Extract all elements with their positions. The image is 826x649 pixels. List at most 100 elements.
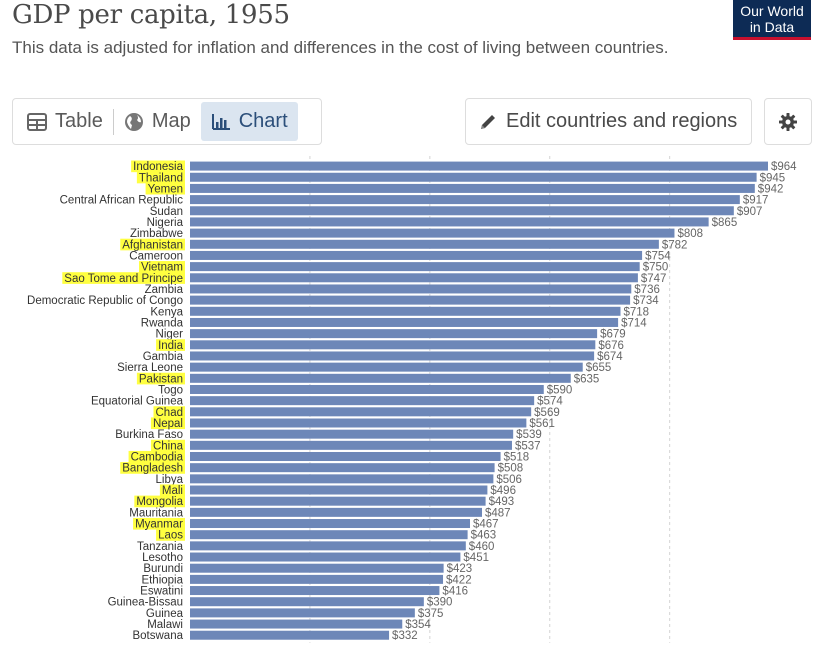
bar[interactable] (190, 206, 734, 216)
category-label: Laos (158, 530, 183, 542)
tab-chart[interactable]: Chart (200, 102, 298, 141)
value-label: $539 (516, 429, 542, 441)
value-label: $865 (712, 217, 738, 229)
bar[interactable] (190, 396, 535, 406)
owid-logo[interactable]: Our World in Data (733, 0, 811, 40)
bar[interactable] (190, 351, 595, 361)
category-label: Central African Republic (60, 195, 184, 207)
value-label: $506 (496, 474, 522, 486)
value-label: $537 (515, 440, 541, 452)
value-label: $574 (537, 396, 563, 408)
value-label: $714 (621, 317, 647, 329)
value-label: $463 (471, 530, 497, 542)
bar[interactable] (190, 407, 532, 417)
bar[interactable] (190, 574, 444, 584)
bar[interactable] (190, 474, 494, 484)
category-label: India (158, 340, 184, 352)
highlight-mark (120, 238, 185, 251)
tab-table-label: Table (55, 110, 103, 132)
category-label: Niger (156, 329, 184, 341)
bar[interactable] (190, 608, 415, 618)
bar[interactable] (190, 306, 621, 316)
bar[interactable] (190, 228, 675, 238)
tab-map-label: Map (151, 110, 191, 132)
bar[interactable] (190, 195, 740, 205)
bar[interactable] (190, 463, 495, 473)
value-label: $917 (743, 195, 769, 207)
bar[interactable] (190, 552, 461, 562)
category-label: Sao Tome and Principe (64, 273, 183, 285)
value-label: $676 (598, 340, 624, 352)
bar[interactable] (190, 630, 390, 640)
bar[interactable] (190, 563, 444, 573)
value-label: $679 (600, 329, 626, 341)
bar[interactable] (190, 440, 512, 450)
category-label: Mongolia (136, 496, 183, 508)
bar[interactable] (190, 329, 598, 339)
value-label: $655 (586, 362, 612, 374)
category-label: Nepal (153, 418, 183, 430)
category-label: Thailand (139, 172, 183, 184)
category-label: Myanmar (135, 519, 183, 531)
bar[interactable] (190, 418, 527, 428)
globe-icon (124, 112, 143, 131)
bar[interactable] (190, 373, 571, 383)
value-label: $945 (760, 172, 786, 184)
tab-divider (112, 108, 114, 135)
bar[interactable] (190, 496, 486, 506)
bar[interactable] (190, 284, 632, 294)
bar[interactable] (190, 541, 466, 551)
highlight-mark (120, 462, 185, 474)
bar[interactable] (190, 217, 709, 227)
bar[interactable] (190, 239, 659, 249)
category-label: Zimbabwe (130, 228, 183, 240)
value-label: $808 (677, 228, 703, 240)
tab-map[interactable]: Map (114, 102, 201, 141)
category-label: Kenya (150, 306, 183, 318)
bar[interactable] (190, 250, 643, 260)
value-label: $460 (469, 541, 495, 553)
bar[interactable] (190, 161, 768, 171)
settings-button[interactable] (764, 98, 812, 145)
bar[interactable] (190, 295, 631, 305)
bar-chart-icon (211, 113, 230, 130)
highlight-mark (156, 339, 185, 351)
highlight-mark (131, 160, 185, 173)
category-label: Cameroon (129, 250, 183, 262)
bar[interactable] (190, 586, 440, 596)
bar[interactable] (190, 340, 596, 350)
bar[interactable] (190, 530, 468, 540)
bar[interactable] (190, 485, 488, 495)
value-label: $674 (597, 351, 623, 363)
bar[interactable] (190, 362, 583, 372)
view-tabs: Table Map Chart (12, 98, 322, 145)
bar[interactable] (190, 597, 424, 607)
tab-table[interactable]: Table (17, 102, 113, 141)
bar[interactable] (190, 619, 403, 629)
category-label: Botswana (132, 630, 183, 642)
bar[interactable] (190, 262, 640, 272)
bar[interactable] (190, 317, 619, 327)
pencil-icon (481, 114, 495, 129)
category-label: Libya (156, 474, 184, 486)
highlight-mark (159, 484, 185, 497)
value-label: $416 (442, 586, 468, 598)
value-label: $754 (645, 250, 671, 262)
bar[interactable] (190, 384, 544, 394)
bar[interactable] (190, 273, 638, 283)
value-label: $496 (490, 485, 516, 497)
chart-title: GDP per capita, 1955 (12, 0, 290, 30)
value-label: $734 (633, 295, 659, 307)
bar[interactable] (190, 429, 514, 439)
highlight-mark (133, 517, 185, 530)
bar[interactable] (190, 452, 501, 462)
bar[interactable] (190, 507, 482, 517)
bar[interactable] (190, 183, 755, 193)
category-label: Gambia (143, 351, 184, 363)
edit-countries-button[interactable]: Edit countries and regions (465, 98, 752, 145)
category-label: Guinea-Bissau (108, 597, 183, 609)
bar[interactable] (190, 172, 757, 182)
bar[interactable] (190, 519, 471, 529)
value-label: $422 (446, 574, 472, 586)
category-label: Bangladesh (122, 463, 183, 475)
